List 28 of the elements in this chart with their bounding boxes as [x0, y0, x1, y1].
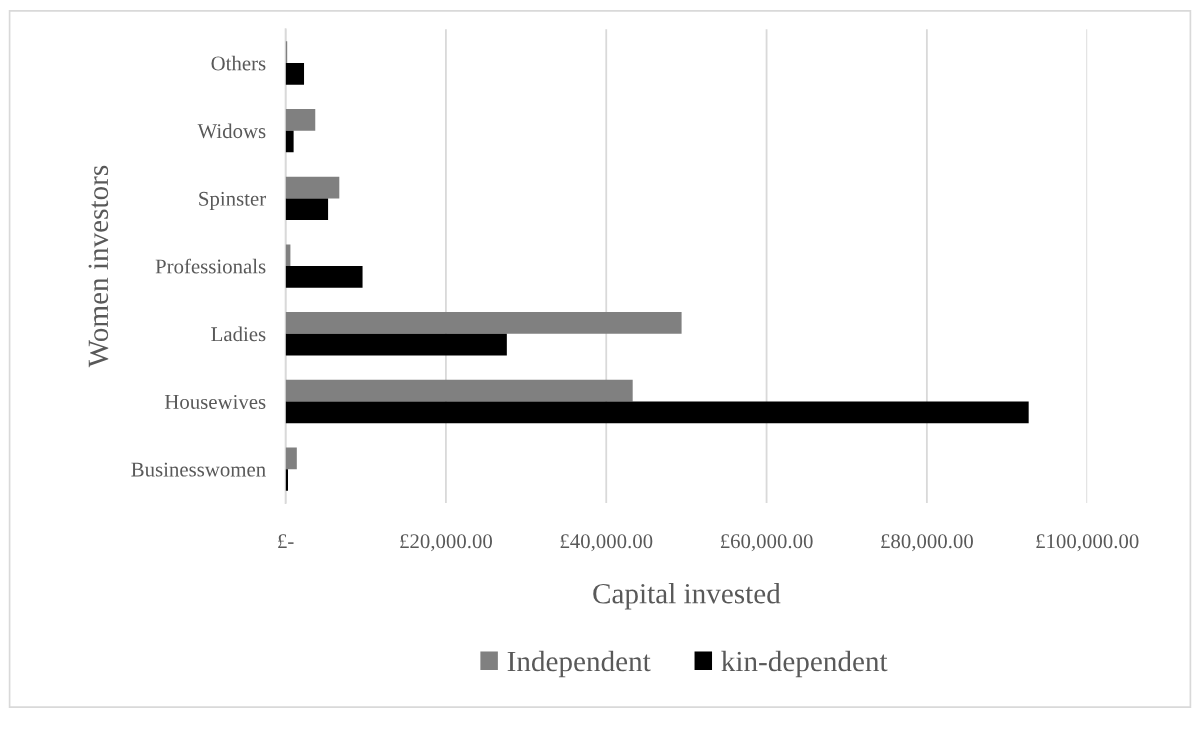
- bar: [285, 312, 682, 334]
- x-axis-title: Capital invested: [593, 583, 781, 610]
- x-tick-label: £20,000.00: [400, 534, 492, 552]
- bar: [285, 401, 1029, 424]
- x-tick-label: £100,000.00: [1036, 534, 1139, 552]
- x-tick-label: £40,000.00: [560, 534, 653, 552]
- x-tick-label: £60,000.00: [720, 534, 813, 552]
- bar: [285, 176, 340, 199]
- y-tick-label: Widows: [197, 123, 266, 139]
- y-tick-label: Professionals: [155, 258, 266, 274]
- bar: [285, 266, 363, 288]
- bar: [285, 379, 633, 402]
- bar: [285, 63, 305, 85]
- bar: [285, 130, 294, 153]
- x-tick-label: £80,000.00: [881, 534, 973, 552]
- y-tick-label: Spinster: [199, 191, 266, 211]
- y-tick-label: Housewives: [164, 394, 266, 409]
- legend-label: kin-dependent: [721, 650, 888, 678]
- y-axis-title: Women investors: [88, 165, 109, 368]
- legend-label: Independent: [507, 650, 651, 678]
- bar: [285, 447, 297, 470]
- y-tick-label: Ladies: [211, 326, 266, 342]
- y-tick-label: Businesswomen: [131, 462, 266, 477]
- bar: [285, 333, 507, 356]
- bar: [285, 198, 329, 221]
- x-tick-label: £-: [278, 534, 294, 549]
- bar: [285, 109, 316, 131]
- y-tick-label: Others: [211, 55, 266, 71]
